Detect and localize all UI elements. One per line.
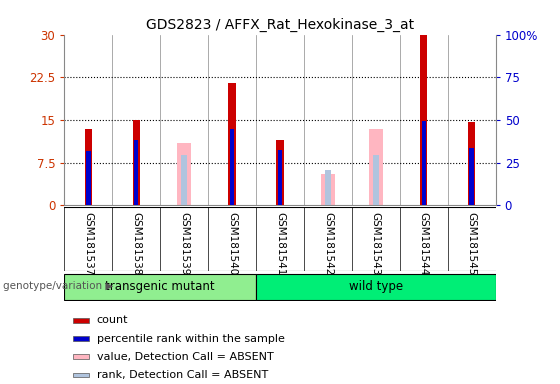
Text: GSM181538: GSM181538 — [131, 212, 141, 276]
Text: GSM181539: GSM181539 — [179, 212, 189, 276]
Text: GSM181544: GSM181544 — [419, 212, 429, 276]
FancyBboxPatch shape — [64, 274, 256, 300]
Bar — [85, 129, 92, 205]
Text: GSM181543: GSM181543 — [371, 212, 381, 276]
FancyBboxPatch shape — [256, 274, 496, 300]
Bar — [178, 143, 191, 205]
Bar — [181, 155, 187, 205]
Text: value, Detection Call = ABSENT: value, Detection Call = ABSENT — [97, 352, 273, 362]
Bar — [133, 120, 140, 205]
Text: GSM181540: GSM181540 — [227, 212, 237, 276]
Bar — [73, 318, 90, 323]
Text: GSM181537: GSM181537 — [83, 212, 94, 276]
Text: wild type: wild type — [349, 280, 403, 293]
Bar — [468, 122, 475, 205]
Bar — [277, 140, 283, 205]
Text: GSM181542: GSM181542 — [323, 212, 333, 276]
Text: GSM181541: GSM181541 — [275, 212, 285, 276]
Title: GDS2823 / AFFX_Rat_Hexokinase_3_at: GDS2823 / AFFX_Rat_Hexokinase_3_at — [146, 18, 414, 32]
Text: percentile rank within the sample: percentile rank within the sample — [97, 334, 284, 344]
Bar — [373, 155, 379, 205]
Text: GSM181545: GSM181545 — [466, 212, 477, 276]
Bar — [420, 35, 427, 205]
Text: transgenic mutant: transgenic mutant — [105, 280, 215, 293]
Bar — [469, 149, 474, 205]
Bar — [73, 336, 90, 341]
Bar — [321, 174, 335, 205]
Bar — [369, 129, 382, 205]
Bar — [325, 170, 331, 205]
Bar — [230, 129, 234, 205]
Text: rank, Detection Call = ABSENT: rank, Detection Call = ABSENT — [97, 370, 268, 380]
Bar — [228, 83, 236, 205]
Text: count: count — [97, 315, 128, 325]
Bar — [278, 150, 282, 205]
Text: genotype/variation ▶: genotype/variation ▶ — [3, 281, 113, 291]
Bar — [422, 121, 426, 205]
Bar — [73, 354, 90, 359]
Bar — [73, 373, 90, 377]
Bar — [134, 140, 138, 205]
Bar — [86, 151, 91, 205]
